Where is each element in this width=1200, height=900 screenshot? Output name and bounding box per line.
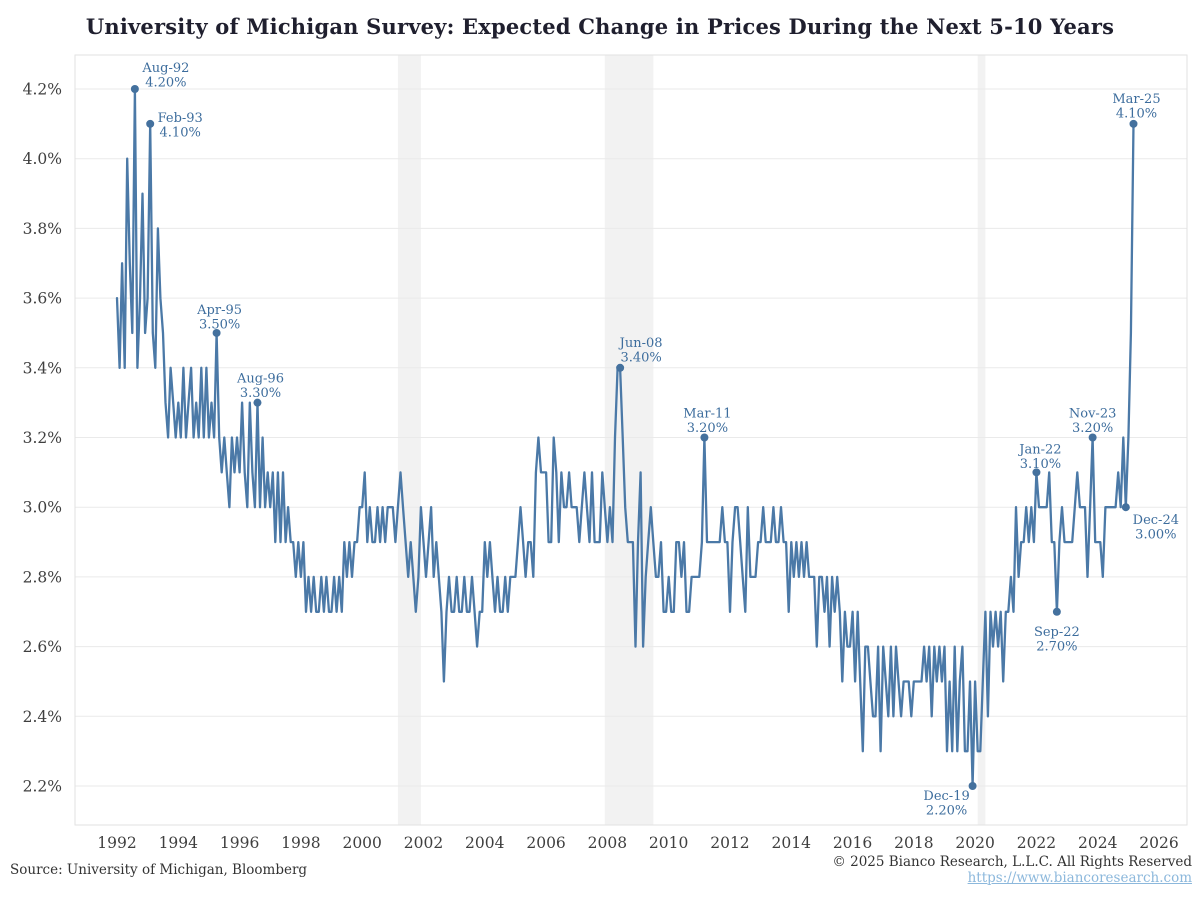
data-point-dot [1032,468,1041,477]
x-tick-label: 2020 [955,834,994,852]
data-point-dot [253,398,262,407]
annotation-Nov-23: Nov-23 3.20% [1069,407,1116,437]
annotation-value: 4.10% [1116,106,1157,121]
recession-band [604,55,654,825]
annotation-value: 2.70% [1036,639,1077,654]
annotation-value: 3.40% [620,350,661,365]
annotation-date: Apr-95 [196,303,242,318]
annotation-date: Mar-25 [1112,92,1160,107]
annotation-date: Feb-93 [158,111,203,126]
data-point-dot [1121,503,1130,512]
x-tick-label: 2008 [588,834,627,852]
y-tick-label: 4.0% [23,150,62,168]
annotation-Aug-96: Aug-96 3.30% [236,372,284,402]
data-point-dot [212,328,221,337]
data-point-dot [968,782,977,790]
x-tick-label: 2024 [1078,834,1118,852]
annotation-Dec-19: Dec-19 2.20% [923,789,969,819]
x-tick-label: 2012 [710,834,749,852]
annotation-value: 3.30% [240,386,281,401]
x-tick-label: 2002 [404,834,443,852]
annotation-value: 2.20% [926,804,967,819]
annotation-Apr-95: Apr-95 3.50% [196,303,242,333]
data-point-dot [1129,119,1138,128]
annotation-date: Aug-92 [141,61,189,76]
x-tick-label: 2000 [342,834,381,852]
x-tick-label: 2004 [465,834,505,852]
annotation-Mar-25: Mar-25 4.10% [1112,92,1160,122]
data-point-dot [130,85,139,93]
x-tick-label: 1996 [220,834,259,852]
footer-right: © 2025 Bianco Research, L.L.C. All Right… [832,854,1192,886]
annotation-value: 3.20% [687,421,728,436]
data-point-dot [1088,433,1097,442]
y-tick-label: 3.6% [23,290,62,308]
annotation-value: 4.20% [145,76,186,91]
annotation-Jan-22: Jan-22 3.10% [1017,442,1061,472]
y-tick-label: 3.0% [23,499,62,517]
y-tick-label: 3.4% [23,359,62,377]
x-tick-label: 2014 [772,834,812,852]
data-point-dot [616,363,625,372]
recession-band [397,55,421,825]
data-point-dot [700,433,709,442]
annotation-value: 3.10% [1020,457,1061,472]
annotation-date: Nov-23 [1069,407,1116,422]
annotation-Feb-93: Feb-93 4.10% [158,111,203,141]
data-point-dot [146,119,155,128]
data-line [115,87,1135,788]
x-tick-label: 1998 [281,834,320,852]
annotation-Aug-92: Aug-92 4.20% [141,61,189,91]
x-tick-label: 1992 [97,834,136,852]
y-tick-label: 2.2% [23,778,62,796]
annotation-Jun-08: Jun-08 3.40% [618,336,663,366]
annotation-date: Sep-22 [1034,625,1080,640]
annotation-Mar-11: Mar-11 3.20% [683,407,731,437]
annotation-value: 3.50% [199,317,240,332]
chart-title: University of Michigan Survey: Expected … [85,14,1115,39]
annotation-value: 3.20% [1072,421,1113,436]
x-tick-label: 2026 [1139,834,1178,852]
annotation-date: Jun-08 [618,336,663,351]
annotation-date: Jan-22 [1017,442,1061,457]
recession-band [977,55,986,825]
plot-frame [74,54,1188,826]
annotation-Dec-24: Dec-24 3.00% [1133,513,1179,543]
copyright-note: © 2025 Bianco Research, L.L.C. All Right… [832,854,1192,870]
x-tick-label: 2022 [1017,834,1056,852]
annotation-value: 3.00% [1135,528,1176,543]
x-tick-label: 1994 [159,834,199,852]
y-tick-label: 3.8% [23,220,62,238]
annotation-date: Dec-19 [923,789,969,804]
x-tick-label: 2016 [833,834,872,852]
data-point-dot [1052,607,1061,616]
x-tick-label: 2006 [526,834,565,852]
annotation-date: Dec-24 [1133,513,1179,528]
annotation-date: Mar-11 [683,407,731,422]
annotation-Sep-22: Sep-22 2.70% [1034,625,1080,655]
annotation-date: Aug-96 [236,372,284,387]
y-tick-label: 2.6% [23,638,62,656]
x-tick-label: 2018 [894,834,933,852]
y-tick-label: 4.2% [23,81,62,99]
source-note: Source: University of Michigan, Bloomber… [10,862,308,878]
y-tick-label: 3.2% [23,429,62,447]
y-tick-label: 2.8% [23,568,62,586]
biancoresearch-link[interactable]: https://www.biancoresearch.com [967,870,1192,886]
y-tick-label: 2.4% [23,708,62,726]
x-tick-label: 2010 [649,834,688,852]
annotation-value: 4.10% [160,125,201,140]
